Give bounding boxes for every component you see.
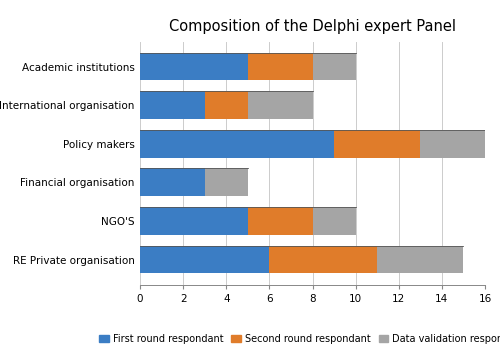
Bar <box>377 246 464 273</box>
Bar <box>140 207 248 235</box>
Bar <box>420 130 485 158</box>
Bar <box>140 53 248 81</box>
Bar <box>140 130 334 158</box>
Bar <box>248 91 312 119</box>
Bar <box>312 207 356 235</box>
Bar <box>312 53 356 81</box>
Title: Composition of the Delphi expert Panel: Composition of the Delphi expert Panel <box>169 18 456 34</box>
Legend: First round respondant, Second round respondant, Data validation respondant: First round respondant, Second round res… <box>96 330 500 347</box>
Bar <box>140 91 204 119</box>
Bar <box>204 169 248 196</box>
Bar <box>334 130 420 158</box>
Bar <box>140 169 204 196</box>
Bar <box>270 246 377 273</box>
Bar <box>204 91 248 119</box>
Bar <box>248 207 312 235</box>
Bar <box>248 53 312 81</box>
Bar <box>140 246 270 273</box>
